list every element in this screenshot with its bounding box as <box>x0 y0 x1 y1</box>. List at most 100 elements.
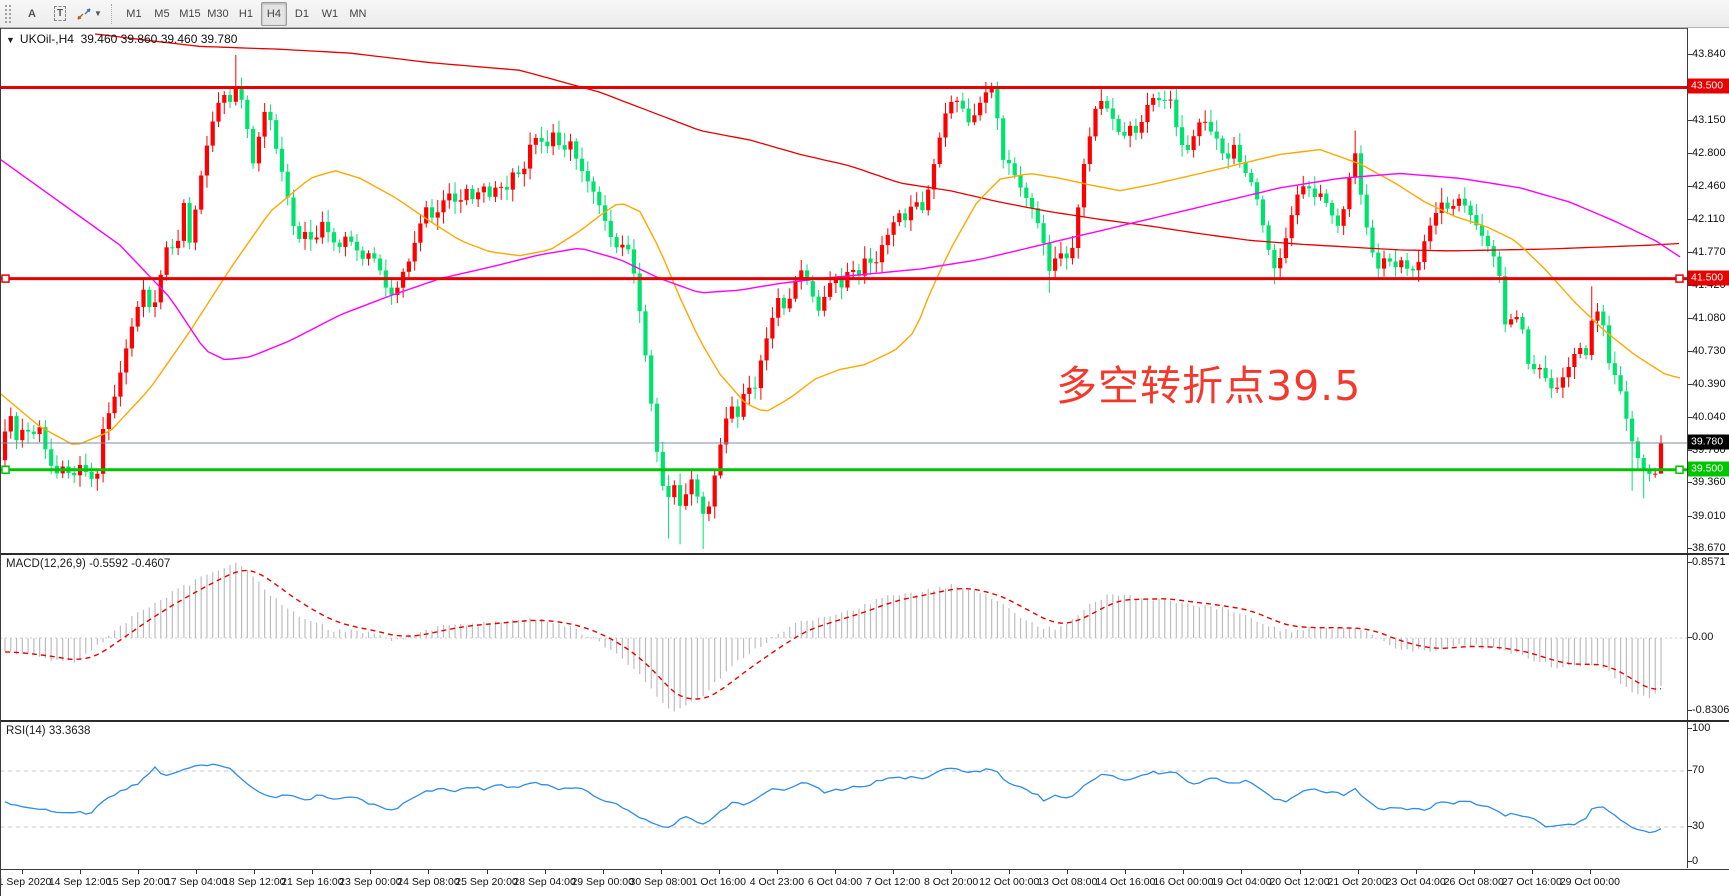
price-tick-39.700-tick <box>1688 449 1692 451</box>
ma-magenta-line <box>0 158 1681 361</box>
ma-red-line <box>94 33 1680 252</box>
price-tick-39.010-tick <box>1688 515 1692 517</box>
price-tick-43.150-tick <box>1688 119 1692 121</box>
time-tick-7 <box>428 870 430 874</box>
price-tick-43.840-tick <box>1688 54 1692 55</box>
price-tick-40.730: 40.730 <box>1692 345 1726 358</box>
timeframe-button-m1[interactable]: M1 <box>126 7 142 20</box>
macd-indicator-chart[interactable] <box>0 555 1687 720</box>
macd-histogram <box>4 562 1662 712</box>
time-label-3: 17 Sep 04:00 <box>164 876 228 888</box>
time-tick-5 <box>312 870 314 874</box>
rsi-axis-100-tick <box>1688 728 1692 729</box>
price-tick-42.460: 42.460 <box>1692 179 1726 192</box>
time-tick-4 <box>254 870 256 874</box>
timeframe-button-m15[interactable]: M15 <box>179 7 201 20</box>
text-label-tool-button[interactable]: T <box>47 2 73 26</box>
time-label-0: 11 Sep 2020 <box>0 876 52 888</box>
time-label-26: 27 Oct 16:00 <box>1501 876 1562 888</box>
ohlc-high: 39.860 <box>120 32 158 46</box>
price-tick-42.800-tick <box>1688 153 1692 155</box>
hline-handle-left-41.5[interactable] <box>1 274 10 283</box>
font-tool-button[interactable]: A <box>28 7 36 20</box>
hline-handle-left-39.5[interactable] <box>1 465 10 474</box>
time-tick-23 <box>1357 870 1359 874</box>
macd-axis-0.8571-tick <box>1688 562 1692 563</box>
time-tick-16 <box>951 870 953 874</box>
macd-axis--0.8306-tick <box>1688 709 1692 711</box>
price-tick-39.360-tick <box>1688 482 1692 484</box>
chart-symbol-title[interactable]: ▼ UKOil-,H4 39.460 39.860 39.460 39.780 <box>6 32 237 46</box>
time-label-2: 15 Sep 20:00 <box>106 876 170 888</box>
rsi-label: RSI(14) 33.3638 <box>6 725 91 737</box>
time-tick-3 <box>196 870 198 874</box>
time-label-10: 29 Sep 00:00 <box>571 876 634 888</box>
time-tick-2 <box>138 870 140 874</box>
time-label-8: 25 Sep 20:00 <box>455 876 518 888</box>
price-tick-41.080-tick <box>1688 317 1692 319</box>
ohlc-open: 39.460 <box>80 32 118 46</box>
rsi-axis-30-tick <box>1688 826 1692 827</box>
rsi-indicator-chart[interactable] <box>0 722 1687 869</box>
timeframe-button-mn[interactable]: MN <box>349 7 367 20</box>
toolbar-separator <box>110 3 113 24</box>
panel-separator-1[interactable] <box>0 553 1729 555</box>
rsi-line <box>4 763 1662 834</box>
panel-separator-2[interactable] <box>0 720 1729 722</box>
macd-signal-line <box>4 569 1662 700</box>
timeframe-button-h1[interactable]: H1 <box>238 7 253 20</box>
price-tick-40.390: 40.390 <box>1692 377 1726 390</box>
rsi-axis-100: 100 <box>1692 722 1711 734</box>
cursor-arrows-tool-button[interactable]: ▼ <box>75 2 103 26</box>
rsi-axis-70-tick <box>1688 770 1692 771</box>
toolbar-grip[interactable] <box>4 3 12 24</box>
price-badge-41.500[interactable]: 41.500 <box>1688 270 1729 286</box>
time-label-16: 8 Oct 20:00 <box>923 876 979 888</box>
macd-axis-0.00-tick <box>1688 637 1692 638</box>
time-label-22: 20 Oct 12:00 <box>1269 876 1330 888</box>
hline-handle-right-39.5[interactable] <box>1675 465 1684 474</box>
macd-label: MACD(12,26,9) -0.5592 -0.4607 <box>6 558 171 570</box>
time-tick-8 <box>486 870 488 874</box>
timeframe-button-m5[interactable]: M5 <box>154 7 170 20</box>
time-label-11: 30 Sep 08:00 <box>629 876 693 888</box>
rsi-axis-0-tick <box>1688 861 1692 862</box>
price-axis[interactable]: 43.840 43.150 42.800 42.460 42.110 41.770 41.4… <box>1687 28 1729 868</box>
time-label-20: 16 Oct 00:00 <box>1153 876 1214 888</box>
price-tick-40.040-tick <box>1688 417 1692 419</box>
time-tick-1 <box>80 870 82 874</box>
hline-handle-right-41.5[interactable] <box>1675 274 1684 283</box>
candles-layer <box>2 55 1664 549</box>
symbol-name: UKOil-,H4 <box>19 32 74 46</box>
chart-left-border <box>0 28 1 896</box>
chart-area[interactable] <box>0 28 1729 896</box>
dropdown-caret-icon: ▼ <box>94 9 102 18</box>
timeframe-button-w1[interactable]: W1 <box>321 7 339 20</box>
main-candlestick-chart[interactable] <box>0 29 1687 553</box>
price-badge-43.500[interactable]: 43.500 <box>1688 78 1729 94</box>
time-tick-17 <box>1009 870 1011 874</box>
price-badge-39.500[interactable]: 39.500 <box>1688 461 1729 477</box>
time-tick-14 <box>834 870 836 874</box>
timeframe-button-m30[interactable]: M30 <box>207 7 229 20</box>
price-tick-43.150: 43.150 <box>1692 113 1726 126</box>
rsi-axis-30: 30 <box>1692 820 1705 832</box>
timeframe-button-d1[interactable]: D1 <box>294 7 309 20</box>
time-label-23: 21 Oct 20:00 <box>1327 876 1388 888</box>
time-label-19: 14 Oct 16:00 <box>1095 876 1156 888</box>
symbol-dropdown-icon[interactable]: ▼ <box>6 35 15 45</box>
price-tick-41.770: 41.770 <box>1692 245 1726 258</box>
time-label-1: 14 Sep 12:00 <box>48 876 112 888</box>
time-label-7: 24 Sep 08:00 <box>397 876 460 888</box>
time-tick-11 <box>660 870 662 874</box>
timeframe-button-h4[interactable]: H4 <box>260 1 287 26</box>
price-badge-39.780[interactable]: 39.780 <box>1688 434 1729 450</box>
price-tick-40.040: 40.040 <box>1692 411 1726 424</box>
chart-annotation-text[interactable]: 多空转折点39.5 <box>1056 362 1362 410</box>
price-tick-38.670: 38.670 <box>1692 542 1726 555</box>
time-tick-9 <box>544 870 546 874</box>
price-tick-42.800: 42.800 <box>1692 147 1726 160</box>
time-label-4: 18 Sep 12:00 <box>223 876 286 888</box>
